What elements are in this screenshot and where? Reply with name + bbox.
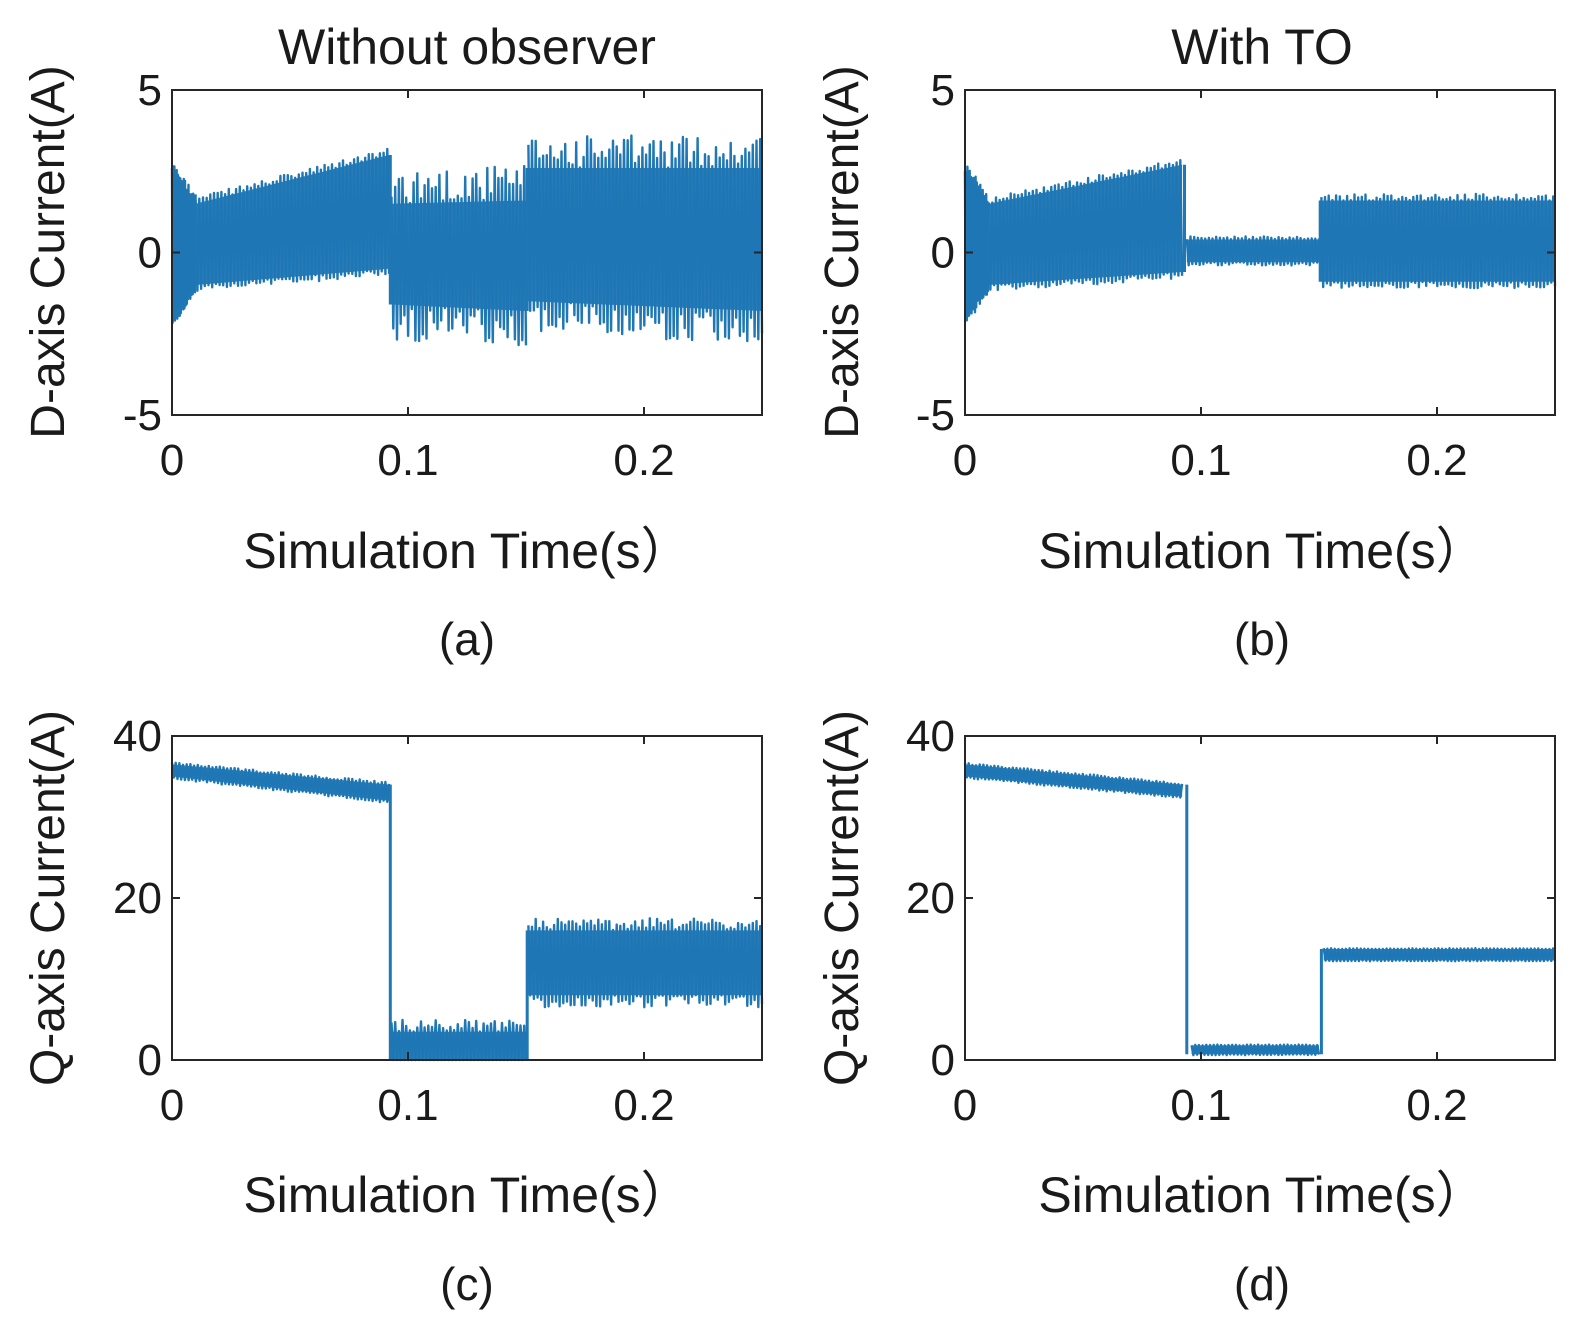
panel-a-series-envelope-2 bbox=[391, 200, 526, 311]
panel-a-ticks: 0 0.1 0.250-5 bbox=[123, 66, 762, 485]
panel-b-series-envelope-2 bbox=[1186, 239, 1319, 263]
panel-c-ytick-label: 40 bbox=[113, 712, 162, 761]
panel-b-xtick-label: 0.2 bbox=[1406, 436, 1467, 485]
panel-c-ticks: 0 0.1 0.2 40 20 0 bbox=[113, 712, 762, 1130]
panel-b-ytick-label: -5 bbox=[916, 391, 955, 440]
panel-d-ticks: 0 0.1 0.2 40 20 0 bbox=[906, 712, 1555, 1130]
panel-a-series bbox=[170, 134, 764, 347]
panel-d-series bbox=[963, 762, 1557, 1057]
panel-b-series-envelope-0 bbox=[965, 171, 989, 318]
panel-b-ticks: 0 0.1 0.250-5 bbox=[916, 66, 1555, 485]
panel-d-ytick-label: 40 bbox=[906, 712, 955, 761]
panel-b-xlabel: Simulation Time(s） bbox=[1038, 523, 1485, 579]
panel-c-series bbox=[170, 761, 764, 1062]
panel-a-xtick-label: 0.2 bbox=[613, 436, 674, 485]
panel-c-label: (c) bbox=[440, 1258, 494, 1310]
panel-c-xtick-label: 0 bbox=[160, 1081, 184, 1130]
panel-b-label: (b) bbox=[1234, 613, 1290, 665]
panel-c: 0 0.1 0.2 40 20 0 Simulation Time(s） Q-axis C… bbox=[22, 710, 764, 1310]
panel-a-label: (a) bbox=[439, 613, 495, 665]
panel-a-xlabel: Simulation Time(s） bbox=[243, 523, 690, 579]
panel-b-title: With TO bbox=[1171, 19, 1353, 75]
panel-a-xtick-label: 0 bbox=[160, 436, 184, 485]
panel-a-ytick-label: -5 bbox=[123, 391, 162, 440]
panel-a-series-envelope-0 bbox=[172, 171, 196, 318]
panel-d-ylabel: Q-axis Current(A) bbox=[816, 710, 869, 1086]
panel-c-xtick-label: 0.1 bbox=[377, 1081, 438, 1130]
panel-a: 0 0.1 0.250-5 Without observer Simulation … bbox=[22, 19, 764, 665]
panel-d-ytick-label: 20 bbox=[906, 874, 955, 923]
panel-b-series-envelope-3 bbox=[1321, 200, 1555, 282]
panel-d-xtick-label: 0 bbox=[953, 1081, 977, 1130]
panel-c-series-envelope-2 bbox=[528, 930, 762, 996]
panel-a-title: Without observer bbox=[278, 19, 656, 75]
panel-d-xtick-label: 0.2 bbox=[1406, 1081, 1467, 1130]
panel-a-ytick-label: 0 bbox=[138, 229, 162, 278]
panel-d-series-envelope-2 bbox=[1323, 949, 1555, 961]
panel-b-series-segment-2 bbox=[1185, 235, 1321, 267]
panel-c-series-envelope-0 bbox=[172, 764, 390, 801]
panel-b-ytick-label: 5 bbox=[931, 66, 955, 115]
panel-d-series-envelope-1 bbox=[1191, 1045, 1319, 1055]
panel-d-ytick-label: 0 bbox=[931, 1036, 955, 1085]
panel-a-series-envelope-1 bbox=[195, 155, 390, 285]
panel-b-xtick-label: 0.1 bbox=[1170, 436, 1231, 485]
panel-c-ytick-label: 20 bbox=[113, 874, 162, 923]
panel-c-xtick-label: 0.2 bbox=[613, 1081, 674, 1130]
panel-b: 0 0.1 0.250-5 With TO Simulation Time(s） D… bbox=[816, 19, 1557, 665]
panel-d-xlabel: Simulation Time(s） bbox=[1038, 1167, 1485, 1223]
panel-c-ytick-label: 0 bbox=[138, 1036, 162, 1085]
panel-b-xtick-label: 0 bbox=[953, 436, 977, 485]
panel-d-series-envelope-0 bbox=[965, 764, 1183, 797]
panel-b-ylabel: D-axis Current(A) bbox=[816, 65, 869, 438]
panel-b-ytick-label: 0 bbox=[931, 229, 955, 278]
panel-c-series-envelope-1 bbox=[391, 1031, 526, 1060]
panel-c-ylabel: Q-axis Current(A) bbox=[22, 710, 75, 1086]
panel-a-series-envelope-3 bbox=[528, 168, 762, 311]
panel-a-xtick-label: 0.1 bbox=[377, 436, 438, 485]
panel-d-label: (d) bbox=[1234, 1258, 1290, 1310]
panel-a-ylabel: D-axis Current(A) bbox=[22, 65, 75, 438]
panel-a-ytick-label: 5 bbox=[138, 66, 162, 115]
panel-d-xtick-label: 0.1 bbox=[1170, 1081, 1231, 1130]
panel-d: 0 0.1 0.2 40 20 0 Simulation Time(s） Q-axis C… bbox=[816, 710, 1557, 1310]
panel-b-series bbox=[963, 159, 1557, 322]
panel-c-xlabel: Simulation Time(s） bbox=[243, 1167, 690, 1223]
panel-b-series-envelope-1 bbox=[988, 164, 1183, 285]
